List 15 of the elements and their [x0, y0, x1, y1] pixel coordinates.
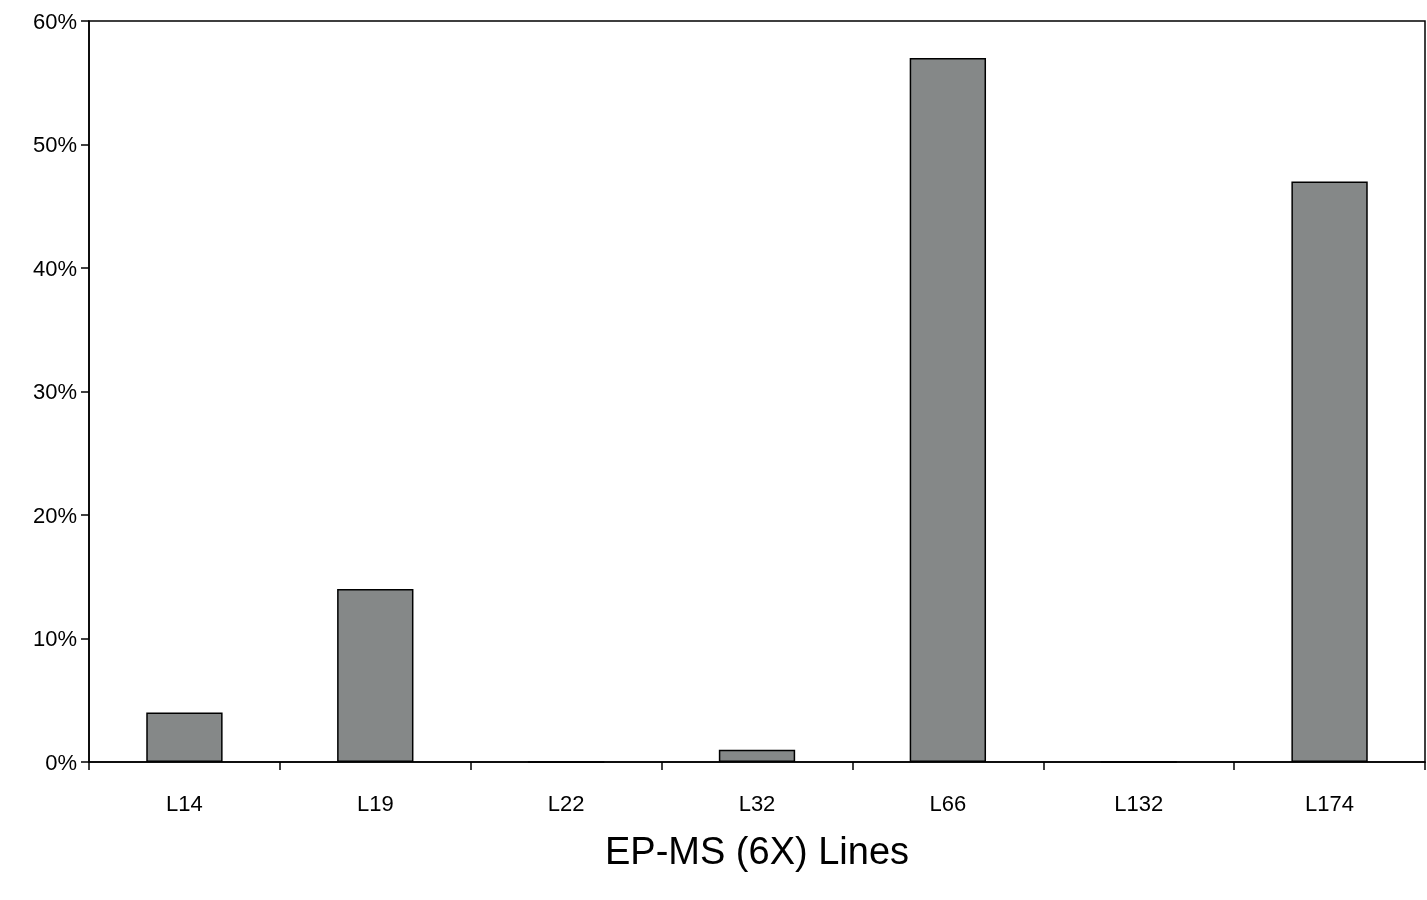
y-tick-label: 30%	[32, 379, 77, 404]
y-tick-label: 40%	[32, 255, 77, 281]
x-tick-label: L32	[738, 790, 776, 816]
x-tick-label: L19	[356, 790, 394, 816]
x-tick-label: L14	[166, 790, 203, 816]
y-tick-label: 50%	[32, 132, 77, 157]
x-tick-label: L132	[1114, 790, 1164, 816]
x-axis-title: EP-MS (6X) Lines	[604, 830, 910, 872]
y-tick-label: 60%	[32, 8, 77, 34]
x-tick-label: L22	[547, 790, 585, 816]
y-tick-label: 20%	[32, 502, 77, 528]
x-tick-label: L66	[929, 790, 967, 816]
y-tick-label: 0%	[45, 749, 77, 775]
x-tick-label: L174	[1305, 790, 1355, 816]
y-tick-label: 10%	[32, 626, 77, 651]
